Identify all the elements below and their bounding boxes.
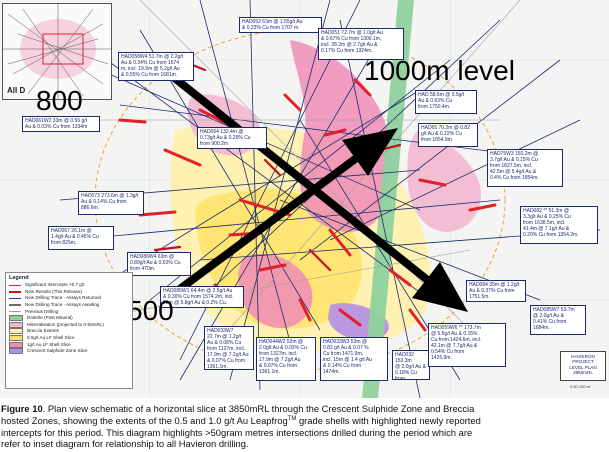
callout-had044w2: HAD044W2 52m @ 2.0g/t Au & 0.03% Cu from… <box>256 337 316 381</box>
legend-label: Crescent Sulphide Zone Slice <box>27 348 88 354</box>
legend-item: 1g/t Au LF Shell Slice <box>9 341 129 348</box>
annotation-arrows <box>149 56 468 312</box>
plan-title-box: HAVIERON PROJECT LEVEL PLAN 3850mRL <box>560 351 606 381</box>
legend-item: 0.5g/t Au LF Shell Slice <box>9 335 129 342</box>
callout-had058w4: HAD058W4 51.7m @ 2.2g/t Au & 0.34% Cu fr… <box>118 52 194 81</box>
callout-had067: HAD067 26.1m @ 1.4g/t Au & 0.45% Cu from… <box>48 226 114 250</box>
legend-swatch <box>9 335 23 342</box>
callout-had085w1: HAD085W1 64.4m @ 2.5g/t Au & 0.30% Cu fr… <box>160 286 244 308</box>
legend-label: New Drilling Trace - Assays Returned <box>25 295 102 301</box>
callout-had033w3: HAD033W3 53m @ 0.82 g/t Au & 0.07 % Cu f… <box>320 337 388 381</box>
arrow-head-se <box>412 262 468 312</box>
label-800: 800 <box>36 85 83 116</box>
caption-line-1: Figure 10. Plan view schematic of a hori… <box>1 403 609 414</box>
callout-had059w6: HAD059W6 ** 173.7m @ 5.5g/t Au & 0.15% C… <box>428 323 506 367</box>
legend-swatch <box>9 284 21 287</box>
legend-swatch <box>9 328 23 335</box>
plan-view-map: All D HAD052 63m @ 1.55g/t Au & 0.23% Cu… <box>0 0 609 398</box>
caption-text-2: hosted Zones, showing the extents of the… <box>1 415 288 427</box>
callout-had085w7: HAD085W7 53.7m @ 2.0g/t Au & 0.41% Cu fr… <box>530 305 586 335</box>
callout-had65: HAD65 70.2m @ 0.82 g/t Au & 0.22% Cu fro… <box>418 123 478 147</box>
callout-had086w4: HAD086W4 63m @ 0.89g/t Au & 0.62% Cu fro… <box>127 252 191 276</box>
callout-had064: HAD064 132.4m @ 0.73g/t Au & 0.26% Cu fr… <box>197 127 267 149</box>
scale-bar: 0 50 100 m <box>569 384 590 389</box>
legend-swatch <box>9 297 21 300</box>
legend-item: Mineralisation (projected to 0-50mRL) <box>9 321 129 329</box>
legend-label: New Results (This Release) <box>25 288 82 294</box>
legend: Legend Significant Intercepts >0.7 g/t Ne… <box>5 272 133 389</box>
legend-label: Mineralisation (projected to 0-50mRL) <box>27 321 104 327</box>
legend-label: Significant Intercepts >0.7 g/t <box>25 282 85 288</box>
callout-had052: HAD052 63m @ 1.55g/t Au & 0.23% Cu from … <box>239 17 322 33</box>
legend-swatch <box>9 315 23 322</box>
callout-had061w2: HAD061W2 33m @ 0.56 g/t Au & 0.03% Cu fr… <box>22 116 100 132</box>
arrow-head-ne <box>342 128 398 176</box>
legend-item: Dolerite (Post Mineral) <box>9 315 129 322</box>
legend-swatch <box>9 321 23 328</box>
callout-had033w7: HAD033W7 22.7m @ 1.2g/t Au & 0.08% Cu fr… <box>204 326 254 370</box>
inset-canvas <box>3 4 111 99</box>
legend-item: New Drilling Trace - Assays Awaiting <box>9 302 129 309</box>
callout-had052w: HAD 58.6m @ 0.5g/t Au & 0.63% Cu from 17… <box>415 90 477 114</box>
callout-had084: HAD084 35m @ 1.2g/t Au & 0.37% Cu from 1… <box>466 280 526 302</box>
legend-item: Crescent Sulphide Zone Slice <box>9 348 129 355</box>
legend-label: Previous Drilling <box>25 308 59 314</box>
caption-text-1: . Plan view schematic of a horizontal sl… <box>42 403 475 414</box>
legend-item: New Results (This Release) <box>9 289 129 296</box>
callout-had051: HAD051 72.7m @ 1.0g/t Au & 0.67% Cu from… <box>318 28 404 60</box>
figure-label: Figure 10 <box>1 403 43 414</box>
callout-had75w3: HAD75W3 150.2m @ 3.7g/t Au & 0.15% Cu fr… <box>487 149 563 187</box>
caption-line-3: intercepts for this period. This diagram… <box>1 426 473 438</box>
callout-had073: HAD073 273.6m @ 1.3g/t Au & 0.14% Cu fro… <box>78 191 144 215</box>
legend-title: Legend <box>9 275 29 281</box>
arrow-line-se <box>149 56 443 294</box>
plan-title-line2: LEVEL PLAN 3850mRL <box>569 364 597 376</box>
legend-swatch <box>9 310 21 313</box>
caption-text-2b: grade shells with highlighted newly repo… <box>296 415 481 427</box>
intercept-segments <box>118 78 497 332</box>
legend-label: Breccia Extents <box>27 328 59 334</box>
legend-swatch <box>9 341 23 348</box>
legend-item: New Drilling Trace - Assays Returned <box>9 295 129 302</box>
callout-had032: HAD032 153.3m @ 2.0g/t Au & 0.18% Cu fro… <box>392 350 430 380</box>
legend-label: New Drilling Trace - Assays Awaiting <box>25 302 100 308</box>
figure-caption: Figure 10. Plan view schematic of a hori… <box>1 403 609 449</box>
legend-items: Significant Intercepts >0.7 g/t New Resul… <box>9 282 129 355</box>
legend-swatch <box>9 291 21 293</box>
caption-line-2: hosted Zones, showing the extents of the… <box>1 414 609 426</box>
shell-1-gt-east <box>407 130 481 232</box>
legend-label: 1g/t Au LF Shell Slice <box>27 341 71 347</box>
inset-title: All D <box>7 86 26 95</box>
inset-diagram: All D <box>2 3 112 100</box>
legend-item: Previous Drilling <box>9 308 129 315</box>
legend-item: Significant Intercepts >0.7 g/t <box>9 282 129 289</box>
trademark: TM <box>287 416 297 423</box>
label-1000m-level: 1000m level <box>364 55 515 86</box>
arrow-line-ne <box>162 144 373 304</box>
legend-label: 0.5g/t Au LF Shell Slice <box>27 335 75 341</box>
legend-label: Dolerite (Post Mineral) <box>27 315 73 321</box>
legend-swatch <box>9 348 23 355</box>
callout-had082: HAD082 ** 51.3m @ 3.3g/t Au & 0.25% Cu f… <box>520 206 598 244</box>
legend-item: Breccia Extents <box>9 328 129 335</box>
legend-swatch <box>9 304 21 306</box>
caption-line-4: refer to inset diagram for relationship … <box>1 438 249 450</box>
label-500: 500 <box>127 295 174 326</box>
plan-title-line1: HAVIERON PROJECT <box>571 354 595 365</box>
